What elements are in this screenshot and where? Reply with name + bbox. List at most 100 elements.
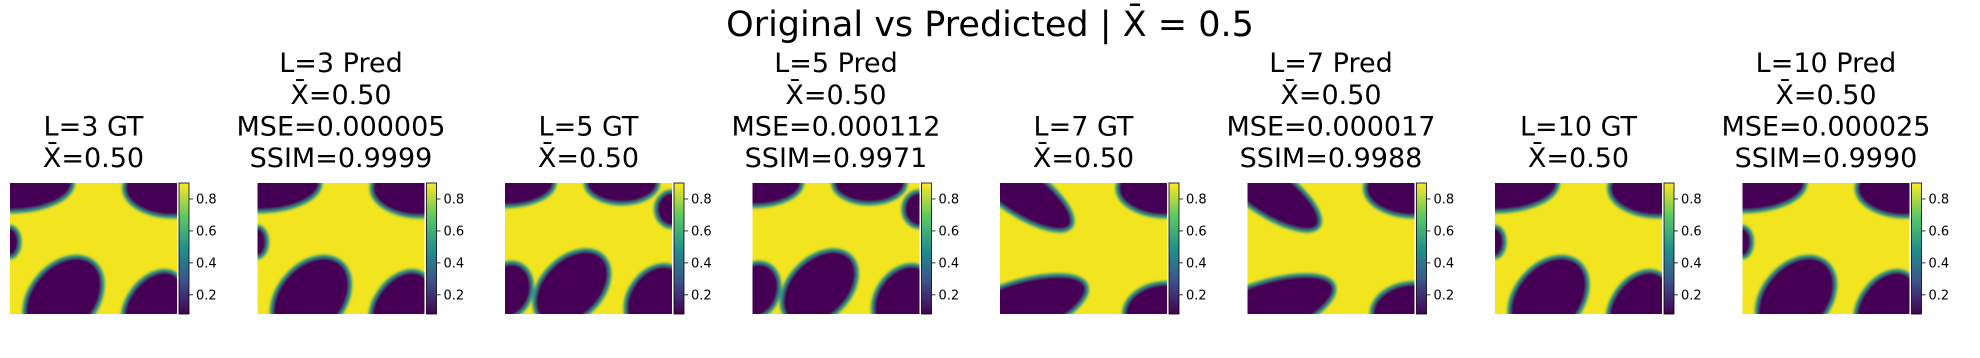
panel-title: X̄=0.50: [1033, 142, 1134, 174]
heatmap-region: [1742, 224, 1755, 260]
colorbar-tick-label: 0.2: [1681, 288, 1702, 303]
heatmap-region: [532, 248, 612, 314]
heatmap-region: [1495, 183, 1560, 214]
colorbar-tick-label: 0.6: [1186, 224, 1207, 239]
figure-title: Original vs Predicted | X̄ = 0.5: [726, 3, 1254, 45]
heatmap-region: [122, 183, 177, 219]
colorbar: [178, 182, 190, 315]
panel-title: L=7 Pred: [1269, 48, 1393, 79]
heatmap-region: [505, 260, 534, 314]
heatmap-region: [369, 183, 425, 219]
heatmap-region: [1854, 183, 1910, 219]
heatmap-region: [368, 268, 425, 314]
heatmap-image: [752, 183, 920, 314]
heatmap-image: [1247, 183, 1415, 314]
heatmap-region: [1115, 183, 1167, 219]
colorbar-tick-label: 0.4: [444, 256, 465, 271]
colorbar-tick-label: 0.8: [1434, 192, 1455, 207]
panel-title: X̄=0.50: [1280, 79, 1381, 111]
heatmap-region: [505, 183, 557, 209]
heatmap-blobs: [10, 183, 177, 314]
colorbar-tick-label: 0.6: [1434, 224, 1455, 239]
panel-title: L=10 GT: [1520, 111, 1638, 142]
colorbar: [1416, 182, 1427, 315]
heatmap-region: [752, 183, 805, 209]
panel-title: L=5 Pred: [774, 48, 898, 79]
colorbar-tick-label: 0.8: [444, 192, 465, 207]
heatmap-region: [10, 224, 22, 260]
panel-title: L=3 Pred: [279, 48, 403, 79]
heatmap-region: [653, 189, 672, 230]
panel-title: L=3 GT: [44, 111, 144, 142]
panel-title: X̄=0.50: [538, 142, 639, 174]
colorbar-tick-label: 0.2: [1186, 288, 1207, 303]
panel-title: SSIM=0.9990: [1735, 143, 1918, 174]
heatmap-region: [870, 263, 920, 314]
heatmap-region: [1000, 273, 1089, 314]
panel-title: SSIM=0.9999: [250, 143, 433, 174]
heatmap-region: [1247, 183, 1323, 233]
heatmap-blobs: [1495, 183, 1662, 314]
heatmap-blobs: [505, 183, 672, 314]
heatmap-region: [779, 248, 859, 314]
panel-title: SSIM=0.9971: [745, 143, 928, 174]
panel-title: X̄=0.50: [290, 79, 391, 111]
heatmap-region: [623, 263, 672, 314]
heatmap-image: [1000, 183, 1167, 314]
heatmap-blobs: [1742, 183, 1910, 314]
heatmap-image: [1495, 183, 1662, 314]
panel-title: MSE=0.000017: [1227, 111, 1436, 142]
heatmap-region: [1605, 268, 1662, 314]
heatmap-region: [1507, 254, 1590, 314]
colorbar-tick-label: 0.8: [1929, 192, 1950, 207]
heatmap-image: [257, 183, 425, 314]
colorbar-tick-label: 0.8: [1681, 192, 1702, 207]
heatmap-blobs: [752, 183, 920, 314]
colorbar-tick-label: 0.4: [196, 256, 217, 271]
colorbar-tick-label: 0.8: [691, 192, 712, 207]
panel-title: L=10 Pred: [1756, 48, 1897, 79]
colorbar-tick-label: 0.8: [1186, 192, 1207, 207]
colorbar-tick-label: 0.6: [444, 224, 465, 239]
colorbar-tick-label: 0.2: [1929, 288, 1950, 303]
panel: L=10 GTX̄=0.50 0.2 0.4 0.6 0.8: [1495, 111, 1702, 315]
heatmap-blobs: [1000, 183, 1167, 314]
heatmap-region: [752, 260, 782, 314]
panel: L=3 GTX̄=0.50 0.2 0.4 0.6 0.8: [10, 111, 217, 315]
colorbar-tick-label: 0.4: [1186, 256, 1207, 271]
heatmap-region: [1742, 183, 1808, 214]
panel-title: MSE=0.000025: [1722, 111, 1931, 142]
panel: L=5 GTX̄=0.50 0.2 0.4 0.6 0.8: [505, 111, 712, 315]
panel-title: L=5 GT: [539, 111, 639, 142]
heatmap-image: [505, 183, 672, 314]
heatmap-blobs: [1247, 183, 1415, 314]
colorbar-tick-label: 0.4: [1681, 256, 1702, 271]
colorbar-tick-label: 0.4: [1929, 256, 1950, 271]
heatmap-region: [257, 224, 270, 260]
heatmap-region: [1000, 183, 1075, 233]
colorbar: [1663, 182, 1675, 315]
heatmap-region: [1122, 281, 1167, 314]
colorbar-tick-label: 0.2: [939, 288, 960, 303]
heatmap-region: [1362, 183, 1415, 219]
heatmap-region: [901, 189, 920, 230]
heatmap-region: [10, 183, 75, 214]
colorbar-tick-label: 0.2: [444, 288, 465, 303]
panel-title: X̄=0.50: [43, 142, 144, 174]
heatmap-region: [831, 183, 908, 206]
colorbar-tick-label: 0.2: [196, 288, 217, 303]
heatmap-region: [1495, 224, 1507, 260]
colorbar: [921, 182, 932, 315]
panel-title: X̄=0.50: [1528, 142, 1629, 174]
panel-title: X̄=0.50: [785, 79, 886, 111]
heatmap-region: [22, 254, 105, 314]
heatmap-region: [1247, 273, 1337, 314]
colorbar-tick-label: 0.2: [691, 288, 712, 303]
heatmap-image: [1742, 183, 1910, 314]
heatmap-region: [1607, 183, 1662, 219]
